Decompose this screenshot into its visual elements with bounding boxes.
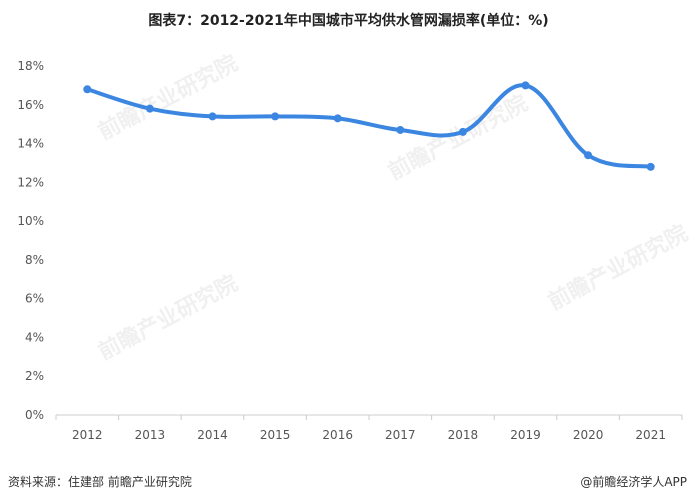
x-tick-label: 2015	[260, 428, 291, 442]
data-point-2014	[208, 112, 217, 121]
source-note: 资料来源：住建部 前瞻产业研究院	[8, 475, 192, 489]
x-tick-label: 2012	[72, 428, 103, 442]
data-point-2020	[584, 151, 593, 160]
y-tick-label: 8%	[25, 253, 44, 267]
y-tick-label: 0%	[25, 408, 44, 422]
data-point-2017	[396, 125, 405, 134]
x-tick-label: 2013	[135, 428, 166, 442]
data-point-2013	[145, 104, 154, 113]
x-tick-label: 2021	[635, 428, 666, 442]
x-tick-label: 2019	[510, 428, 541, 442]
x-tick-label: 2020	[573, 428, 604, 442]
data-point-2018	[458, 127, 467, 136]
x-tick-label: 2018	[448, 428, 479, 442]
series-line	[85, 83, 653, 169]
data-point-2021	[646, 162, 655, 171]
x-tick-label: 2016	[322, 428, 353, 442]
data-point-2016	[333, 114, 342, 123]
brand-label: @前瞻经济学人APP	[580, 475, 687, 489]
y-tick-label: 18%	[17, 59, 44, 73]
data-points	[83, 81, 655, 171]
data-point-2015	[271, 112, 280, 121]
data-point-2012	[83, 85, 92, 94]
y-tick-label: 16%	[17, 98, 44, 112]
chart-title: 图表7：2012-2021年中国城市平均供水管网漏损率(单位：%)	[148, 13, 549, 29]
y-tick-label: 12%	[17, 175, 44, 189]
x-tick-label: 2017	[385, 428, 416, 442]
y-tick-label: 10%	[17, 214, 44, 228]
y-axis: 0% 2% 4% 6% 8% 10% 12% 14% 16% 18%	[17, 59, 44, 422]
y-tick-label: 14%	[17, 137, 44, 151]
x-axis: 2012 2013 2014 2015 2016 2017 2018 2019 2020 2021	[55, 414, 683, 442]
y-tick-label: 6%	[25, 292, 44, 306]
y-tick-label: 4%	[25, 330, 44, 344]
data-point-2019	[521, 81, 530, 90]
x-tick-label: 2014	[197, 428, 228, 442]
y-tick-label: 2%	[25, 369, 44, 383]
